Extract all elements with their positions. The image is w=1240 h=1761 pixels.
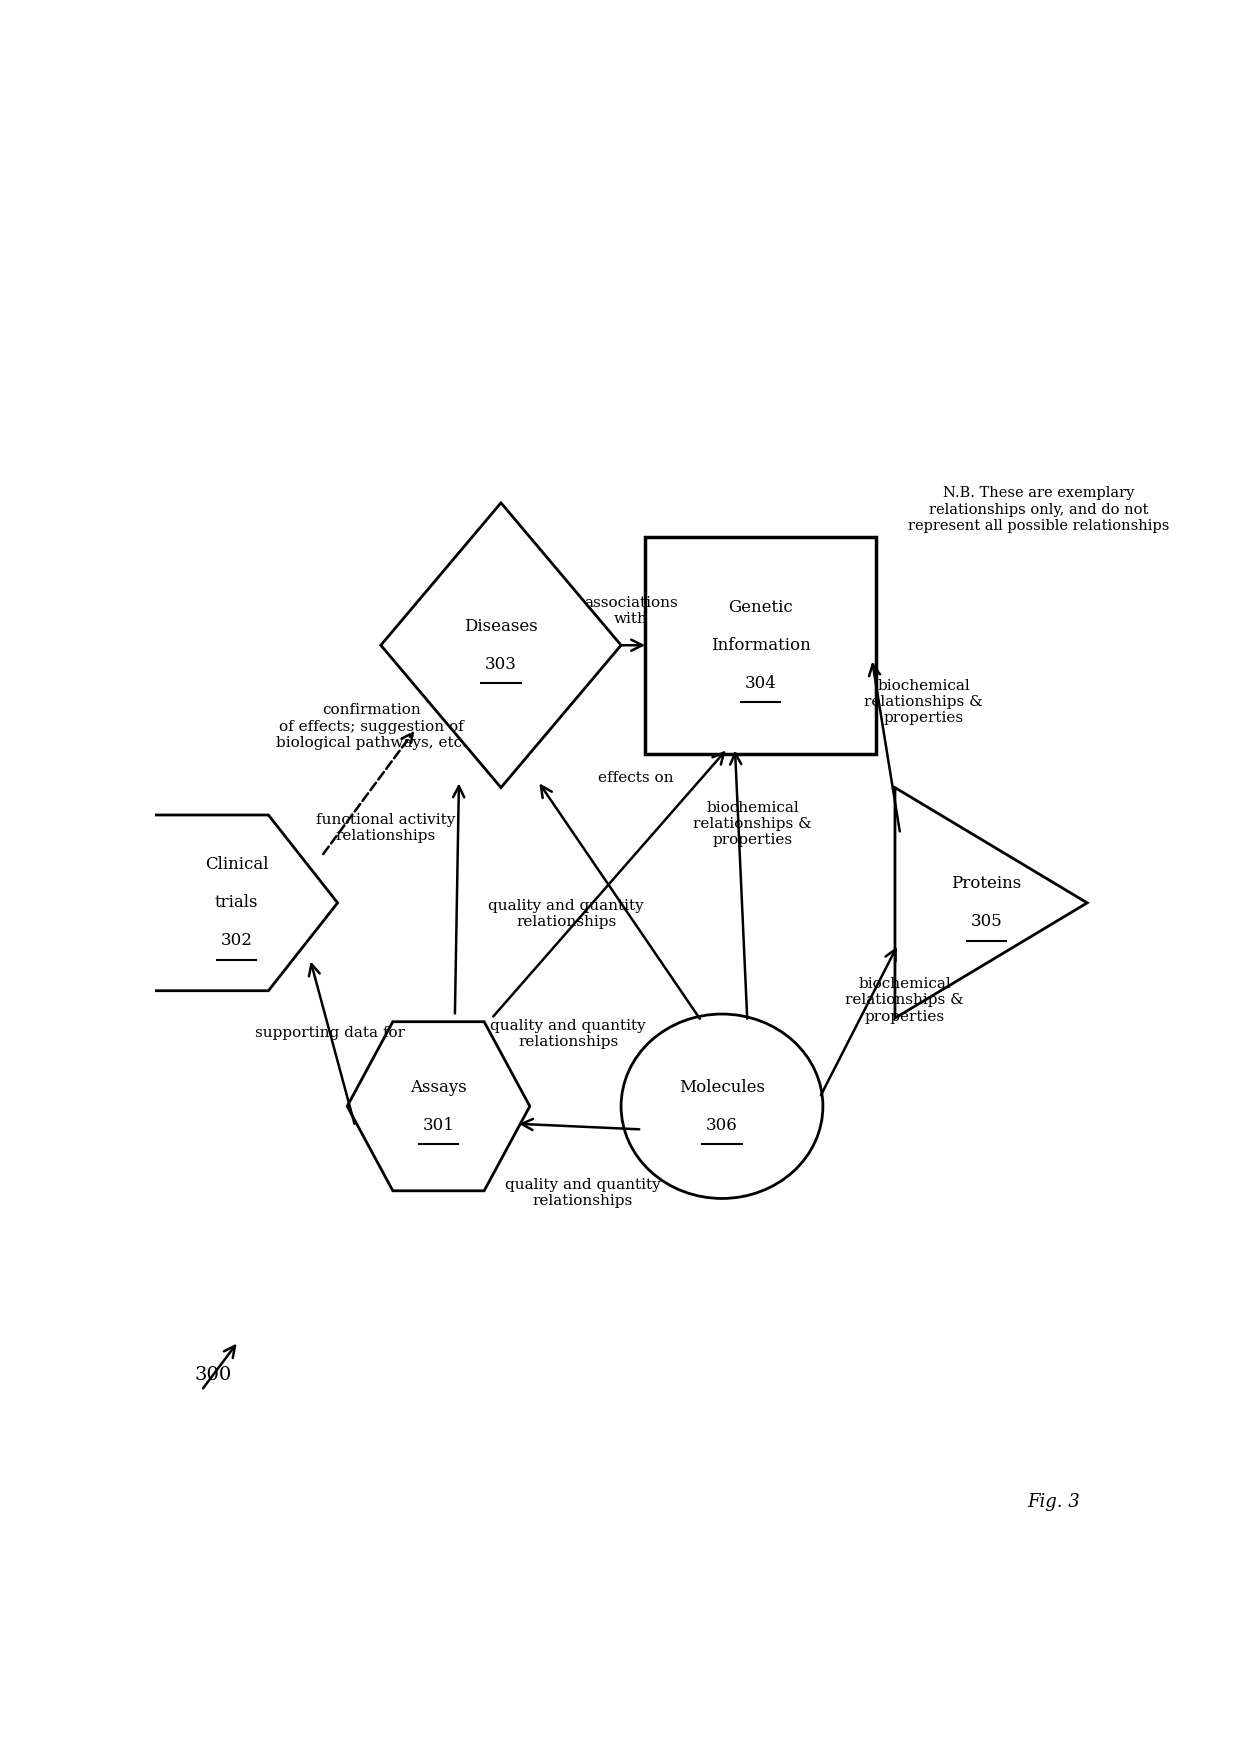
Text: Diseases: Diseases	[464, 618, 538, 634]
Text: N.B. These are exemplary
relationships only, and do not
represent all possible r: N.B. These are exemplary relationships o…	[909, 486, 1169, 534]
Polygon shape	[895, 787, 1087, 1018]
Text: quality and quantity
relationships: quality and quantity relationships	[489, 898, 645, 928]
Bar	[645, 537, 875, 754]
Text: Proteins: Proteins	[951, 875, 1022, 893]
Ellipse shape	[621, 1014, 823, 1199]
Text: 301: 301	[423, 1116, 454, 1134]
Polygon shape	[145, 815, 337, 991]
Text: 305: 305	[971, 914, 1002, 930]
Text: 303: 303	[485, 655, 517, 673]
Text: biochemical
relationships &
properties: biochemical relationships & properties	[846, 977, 963, 1023]
Text: 302: 302	[221, 932, 253, 949]
Text: associations
with: associations with	[584, 597, 677, 627]
Text: 300: 300	[193, 1367, 232, 1384]
Text: Assays: Assays	[410, 1079, 467, 1095]
Text: confirmation
of effects; suggestion of
biological pathways, etc.: confirmation of effects; suggestion of b…	[275, 703, 466, 750]
Text: 304: 304	[744, 674, 776, 692]
Polygon shape	[347, 1021, 529, 1190]
Text: quality and quantity
relationships: quality and quantity relationships	[490, 1020, 646, 1050]
Polygon shape	[381, 504, 621, 787]
Text: Molecules: Molecules	[680, 1079, 765, 1095]
Text: trials: trials	[215, 895, 258, 912]
Text: Genetic: Genetic	[728, 599, 792, 616]
Text: Clinical: Clinical	[205, 856, 268, 873]
Text: biochemical
relationships &
properties: biochemical relationships & properties	[864, 680, 983, 726]
Text: Fig. 3: Fig. 3	[1027, 1493, 1080, 1511]
Text: supporting data for: supporting data for	[255, 1027, 405, 1041]
Text: biochemical
relationships &
properties: biochemical relationships & properties	[693, 801, 812, 847]
Text: Information: Information	[711, 637, 810, 653]
Text: functional activity
relationships: functional activity relationships	[316, 814, 455, 844]
Text: 306: 306	[706, 1116, 738, 1134]
Text: quality and quantity
relationships: quality and quantity relationships	[505, 1178, 661, 1208]
Text: effects on: effects on	[598, 771, 673, 785]
